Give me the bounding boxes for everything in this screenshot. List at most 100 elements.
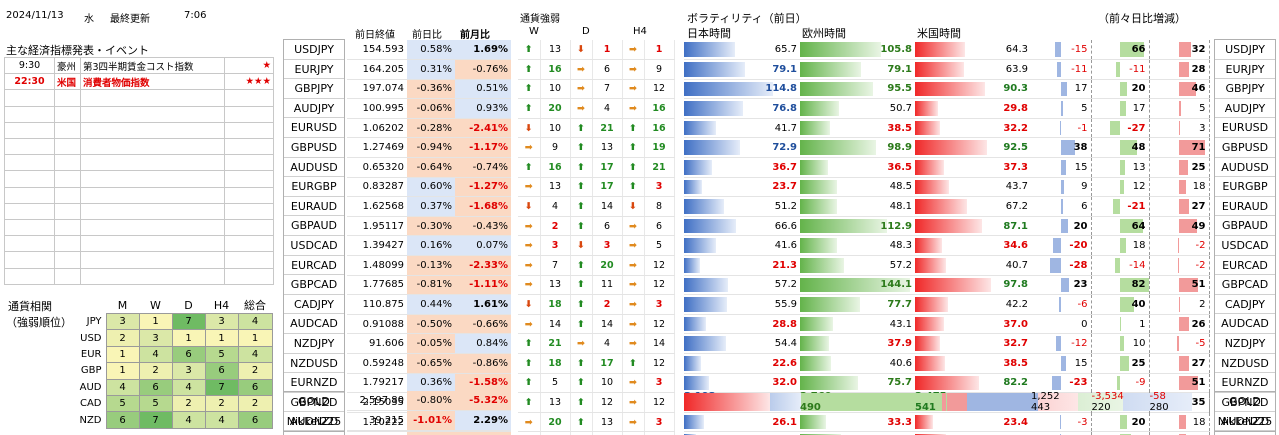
volatility-row: 51.2 48.1 67.2 6 -21 27 [684,196,1210,217]
pair-label[interactable]: EURJPY [1215,60,1275,80]
prev-close: 197.074 [347,79,407,100]
eu-volatility: 33.3 [800,412,915,433]
pair-label[interactable]: GBPNZD [1215,393,1275,413]
extra-list-right: GOLD Nikkei225 [1214,391,1276,433]
pair-label[interactable]: GBPAUD [1215,216,1275,236]
volatility-row: 66.6 112.9 87.1 20 64 49 [684,216,1210,237]
pair-label[interactable]: GBPNZD [284,393,344,413]
jp-diff: -6 [1031,294,1092,315]
matrix-cell: 6 [138,378,173,396]
price-table: 154.593 0.58% 1.69% 164.205 0.31% -0.76% 197.0… [347,40,511,435]
pair-label[interactable]: AUDUSD [1215,158,1275,178]
jp-diff: -15 [1031,40,1092,61]
jp-volatility: 79.1 [684,59,800,80]
day-change: -0.94% [407,137,455,159]
pair-label[interactable]: EURAUD [1215,197,1275,217]
pair-label[interactable]: USDJPY [1215,40,1275,60]
pair-label[interactable]: NZDJPY [1215,334,1275,354]
event-time [4,267,55,286]
month-change: -1.68% [455,196,511,217]
pair-label[interactable]: AUDUSD [284,158,344,178]
price-row: 1.06202 -0.28% -2.41% [347,118,511,139]
us-volatility: 90.3 [915,79,1031,100]
pair-label[interactable]: EURGBP [1215,177,1275,197]
pair-label[interactable]: CADJPY [1215,295,1275,315]
pair-label[interactable]: GOLD [1215,392,1275,412]
volatility-row: 32.0 75.7 82.2 -23 -9 51 [684,373,1210,394]
matrix-cell: 7 [204,378,239,396]
matrix-currency: NZD [78,411,106,429]
strength-row: ⬇ 10 ⬆ 21 ⬆ 16 [518,118,675,139]
pair-label[interactable]: GOLD [284,392,344,412]
jp-volatility: 66.6 [684,216,800,237]
pair-label[interactable]: EURGBP [284,177,344,197]
right-arrow-icon: ➡ [518,314,541,335]
pair-label[interactable]: NZDUSD [1215,354,1275,374]
pair-label[interactable]: CADJPY [284,295,344,315]
strength-score: 16 [644,98,675,119]
pair-label[interactable]: EURNZD [1215,373,1275,393]
pair-label[interactable]: AUDJPY [284,99,344,119]
pair-label[interactable]: EURCAD [1215,256,1275,276]
pair-label[interactable]: GBPAUD [284,216,344,236]
head-month: 前月比 [460,30,490,41]
pair-label[interactable]: USDCAD [1215,236,1275,256]
strength-score: 6 [592,216,623,237]
pair-label[interactable]: EURUSD [284,118,344,138]
price-row: 91.606 -0.05% 0.84% [347,333,511,354]
us-volatility: 97.8 [915,275,1031,296]
pair-label[interactable]: GBPCAD [1215,275,1275,295]
pair-label[interactable]: NZDJPY [284,334,344,354]
volatility-row: 54.4 37.9 32.7 -12 10 -5 [684,333,1210,354]
right-arrow-icon: ➡ [570,98,593,119]
price-row: 0.83287 0.60% -1.27% [347,177,511,198]
us-volatility: 32.7 [915,333,1031,354]
pair-label[interactable]: AUDJPY [1215,99,1275,119]
pair-label[interactable]: GBPUSD [284,138,344,158]
pair-label[interactable]: EURNZD [284,373,344,393]
price-row: 39,215 -1.01% 2.29% [347,410,511,431]
down-arrow-icon: ⬇ [622,196,645,217]
matrix-cell: 2 [105,329,140,347]
us-volatility: 87.1 [915,216,1031,237]
up-arrow-icon: ⬆ [622,118,645,139]
eu-diff: -9 [1091,373,1150,394]
strength-row: ➡ 9 ⬆ 13 ⬆ 19 [518,137,675,159]
pair-label[interactable]: GBPJPY [1215,79,1275,99]
right-arrow-icon: ➡ [622,412,645,433]
month-change: -1.17% [455,137,511,159]
pair-label[interactable]: NZDUSD [284,354,344,374]
pair-label[interactable]: Nikkei225 [1215,412,1275,432]
pair-label[interactable]: GBPJPY [284,79,344,99]
strength-score: 17 [592,157,623,178]
pair-label[interactable]: EURCAD [284,256,344,276]
volatility-table-extra: 3,1932,7602,4751,252-3,534-5873549054144… [684,391,1210,413]
pair-label[interactable]: USDJPY [284,40,344,60]
pair-label[interactable]: EURJPY [284,60,344,80]
pair-label[interactable]: GBPCAD [284,275,344,295]
day-change: -0.06% [407,98,455,119]
event-stars [224,170,274,188]
event-row [4,267,274,286]
pair-label[interactable]: AUDCAD [1215,314,1275,334]
us-volatility: 32.2 [915,118,1031,139]
strength-matrix-subtitle: （強弱順位） [6,316,72,329]
eu-volatility: 98.9 [800,137,915,159]
strength-score: 17 [592,177,623,198]
event-time [4,89,55,107]
pair-label[interactable]: GBPUSD [1215,138,1275,158]
pair-label[interactable]: AUDCAD [284,314,344,334]
day-change: -0.80% [407,391,455,412]
us-volatility: 37.3 [915,157,1031,178]
matrix-cell: 3 [105,312,140,331]
pair-label[interactable]: EURAUD [284,197,344,217]
strength-row: ⬆ 16 ➡ 6 ➡ 9 [518,59,675,80]
matrix-cell: 1 [171,329,206,347]
pair-label[interactable]: Nikkei225 [284,412,344,432]
pair-label[interactable]: EURUSD [1215,118,1275,138]
pair-label[interactable]: USDCAD [284,236,344,256]
strength-head-d: D [582,26,590,37]
up-arrow-icon: ⬆ [570,392,593,413]
right-arrow-icon: ➡ [518,412,541,433]
matrix-col-header: D [172,297,205,314]
